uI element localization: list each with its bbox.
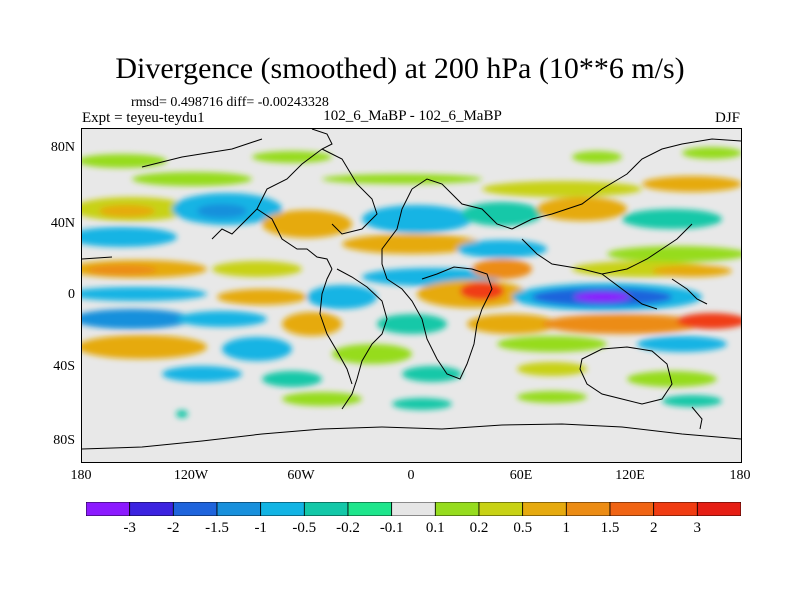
colorbar-label: -0.1 xyxy=(379,520,404,536)
colorbar-label: -1 xyxy=(254,520,267,536)
colorbar-box xyxy=(478,502,524,516)
colorbar-box xyxy=(216,502,262,516)
colorbar-box xyxy=(303,502,349,516)
colorbar-label: -1.5 xyxy=(205,520,229,536)
colorbar-label: -0.2 xyxy=(336,520,360,536)
colorbar-box xyxy=(260,502,305,516)
colorbar-box xyxy=(696,502,741,516)
colorbar-box xyxy=(565,502,611,516)
colorbar-box xyxy=(172,502,218,516)
divergence-map xyxy=(81,128,742,463)
colorbar-box xyxy=(522,502,567,516)
colorbar-label: -0.5 xyxy=(292,520,317,536)
lon-label: 180 xyxy=(70,468,92,483)
colorbar-label: 2 xyxy=(649,520,658,536)
lon-label: 120W xyxy=(173,468,209,483)
contour-field xyxy=(82,147,741,418)
colorbar-label: 0.2 xyxy=(469,520,489,536)
lat-label: 40S xyxy=(53,359,75,374)
lat-label: 80S xyxy=(53,433,75,448)
lon-label: 60W xyxy=(287,468,315,483)
colorbar xyxy=(86,502,741,516)
colorbar-label: 1.5 xyxy=(600,520,620,536)
lon-label: 60E xyxy=(509,468,533,483)
colorbar-box xyxy=(391,502,436,516)
colorbar-label: 0.1 xyxy=(425,520,445,536)
colorbar-label: 0.5 xyxy=(513,520,533,536)
colorbar-box xyxy=(86,502,131,516)
experiment-label: Expt = teyeu-teydu1 xyxy=(82,110,205,126)
lon-label: 120E xyxy=(615,468,645,483)
stats-label: rmsd= 0.498716 diff= -0.00243328 xyxy=(131,95,329,110)
colorbar-box xyxy=(129,502,174,516)
colorbar-box xyxy=(347,502,393,516)
colorbar-label: 1 xyxy=(562,520,571,536)
lat-label: 0 xyxy=(68,287,75,302)
colorbar-box xyxy=(434,502,480,516)
colorbar-box xyxy=(609,502,655,516)
colorbar-label: -2 xyxy=(167,520,180,536)
lat-label: 40N xyxy=(50,216,75,231)
land-outlines xyxy=(82,129,741,450)
runs-label: 102_6_MaBP - 102_6_MaBP xyxy=(323,108,502,124)
plot-title: Divergence (smoothed) at 200 hPa (10**6 … xyxy=(115,52,685,85)
lat-label: 80N xyxy=(50,140,75,155)
season-label: DJF xyxy=(714,110,740,126)
colorbar-label: -3 xyxy=(123,520,136,536)
lon-label: 0 xyxy=(407,468,415,483)
map-svg xyxy=(82,129,741,450)
colorbar-label: 3 xyxy=(693,520,702,536)
lon-label: 180 xyxy=(729,468,751,483)
colorbar-box xyxy=(653,502,698,516)
